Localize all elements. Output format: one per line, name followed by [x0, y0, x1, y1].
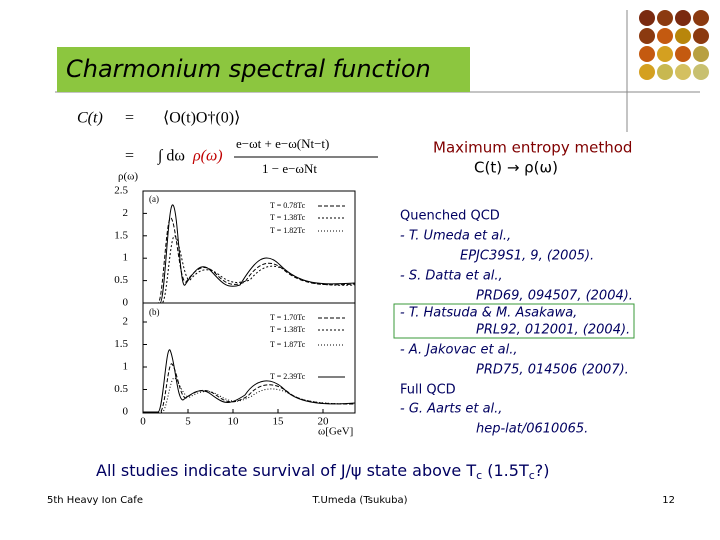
- ref-authors: - G. Aarts et al.,: [400, 402, 502, 417]
- decor-dot: [693, 10, 709, 26]
- spectral-plot: [142, 190, 356, 414]
- decor-dots: [639, 10, 709, 80]
- ref-heading: Quenched QCD: [400, 209, 500, 224]
- legend-label: T = 1.87Tc: [270, 340, 306, 349]
- decor-dot: [657, 46, 673, 62]
- title-box: [57, 47, 470, 92]
- decor-dot: [657, 64, 673, 80]
- highlight-box: [393, 303, 635, 339]
- y-tick-label: 1: [123, 361, 129, 373]
- formula-text: e−ωt + e−ω(Nt−t): [236, 136, 329, 151]
- panel-label: (b): [149, 307, 160, 317]
- y-tick-label: 1.5: [114, 229, 128, 241]
- subscript: c: [529, 469, 535, 482]
- method-text: Maximum entropy method: [433, 139, 632, 157]
- formula-text: =: [125, 148, 134, 165]
- legend-label: T = 2.39Tc: [270, 372, 306, 381]
- decor-dot: [639, 28, 655, 44]
- x-tick-label: 0: [140, 416, 146, 428]
- decor-dot: [675, 64, 691, 80]
- title: Charmonium spectral function: [66, 55, 431, 83]
- y-tick-label: 2: [123, 316, 129, 328]
- decor-dot: [693, 64, 709, 80]
- x-tick-label: 15: [273, 416, 285, 428]
- decor-dot: [639, 46, 655, 62]
- legend-label: T = 1.70Tc: [270, 313, 306, 322]
- formula-text: ∫ dω: [157, 148, 185, 166]
- ref-authors: - T. Hatsuda & M. Asakawa,: [400, 306, 577, 321]
- decor-dot: [639, 10, 655, 26]
- curve: [143, 217, 356, 304]
- legend-label: T = 1.38Tc: [270, 325, 306, 334]
- curve: [143, 204, 356, 304]
- decor-dot: [657, 28, 673, 44]
- y-tick-label: 1.5: [114, 338, 128, 350]
- curve: [143, 235, 356, 304]
- conclusion: All studies indicate survival of J/ψ sta…: [96, 461, 550, 483]
- decor-dot: [693, 28, 709, 44]
- conclusion-text: (1.5T: [482, 461, 529, 480]
- ref-authors: - S. Datta et al.,: [400, 269, 503, 284]
- decor-dot: [639, 64, 655, 80]
- formula-text: ρ(ω): [192, 148, 223, 165]
- decor-dot: [657, 10, 673, 26]
- legend-label: T = 0.78Tc: [270, 201, 306, 210]
- conclusion-text: ?): [535, 461, 550, 480]
- x-axis-label: ω[GeV]: [318, 426, 353, 438]
- formula-text: ⟨O(t)O†(0)⟩: [163, 110, 240, 127]
- ref-heading: Full QCD: [400, 383, 456, 398]
- y-tick-label: 0.5: [114, 274, 128, 286]
- y-tick-label: 1: [123, 252, 129, 264]
- x-tick-label: 10: [228, 416, 240, 428]
- decor-dot: [675, 28, 691, 44]
- y-axis-label: ρ(ω): [118, 171, 138, 183]
- formula-text: =: [125, 110, 134, 127]
- ref-cite: hep-lat/0610065.: [476, 422, 588, 437]
- y-tick-label: 0: [123, 406, 129, 418]
- y-tick-label: 0: [123, 297, 129, 309]
- y-tick-label: 2.5: [114, 185, 128, 197]
- ref-cite: EPJC39S1, 9, (2005).: [460, 249, 594, 264]
- formula-text: 1 − e−ωNt: [262, 161, 317, 176]
- decor-dot: [675, 46, 691, 62]
- formula-text: C(t): [77, 110, 103, 127]
- panel-frame: [142, 302, 356, 414]
- x-tick-label: 20: [318, 416, 330, 428]
- ref-cite: PRD75, 014506 (2007).: [476, 363, 629, 378]
- ref-authors: - A. Jakovac et al.,: [400, 343, 518, 358]
- curve: [143, 349, 356, 413]
- ref-cite: PRD69, 094507, (2004).: [476, 289, 633, 304]
- ref-authors: - T. Umeda et al.,: [400, 229, 511, 244]
- curve: [143, 363, 356, 413]
- panel-label: (a): [149, 194, 159, 204]
- y-tick-label: 0.5: [114, 383, 128, 395]
- conclusion-text: All studies indicate survival of J/ψ sta…: [96, 461, 476, 480]
- method-text: C(t) → ρ(ω): [474, 159, 558, 177]
- legend-label: T = 1.82Tc: [270, 226, 306, 235]
- panel-frame: [142, 190, 356, 304]
- decor-dot: [675, 10, 691, 26]
- x-tick-label: 5: [185, 416, 191, 428]
- legend-label: T = 1.38Tc: [270, 213, 306, 222]
- decor-dot: [693, 46, 709, 62]
- footer-text: T.Umeda (Tsukuba): [311, 495, 407, 506]
- footer-text: 5th Heavy Ion Cafe: [47, 495, 143, 506]
- y-tick-label: 2: [123, 207, 129, 219]
- page-number: 12: [662, 495, 675, 506]
- ref-cite: PRL92, 012001, (2004).: [476, 323, 630, 338]
- subscript: c: [476, 469, 482, 482]
